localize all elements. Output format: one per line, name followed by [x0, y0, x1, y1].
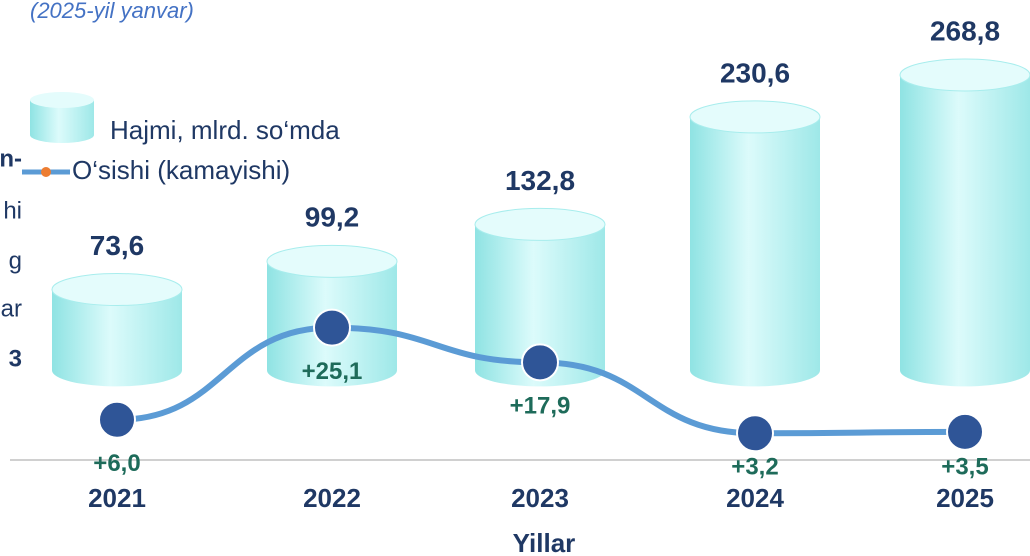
growth-label: +6,0: [93, 450, 140, 477]
growth-label: +17,9: [510, 393, 571, 420]
marker: [521, 343, 559, 382]
x-tick-label: 2021: [88, 483, 146, 513]
value-label: 99,2: [305, 202, 360, 233]
bar-top: [689, 100, 821, 134]
bar-top: [474, 207, 606, 241]
side-text: ar: [1, 295, 22, 322]
x-tick-label: 2024: [726, 483, 784, 513]
value-label: 73,6: [90, 230, 145, 261]
subtitle: (2025-yil yanvar): [30, 0, 194, 23]
value-label: 132,8: [505, 165, 575, 196]
marker: [98, 400, 136, 439]
bar-top: [899, 58, 1030, 92]
legend-swatch-top: [30, 92, 94, 108]
side-text: hi: [3, 197, 22, 224]
growth-label: +3,5: [941, 453, 988, 480]
bar-top: [51, 272, 183, 306]
legend-swatch: [30, 100, 94, 143]
legend-label: O‘sishi (kamayishi): [72, 155, 290, 185]
bar: [900, 74, 1030, 387]
growth-label: +3,2: [731, 453, 778, 480]
x-tick-label: 2022: [303, 483, 361, 513]
side-text: n-: [0, 145, 22, 172]
bar-top: [266, 244, 398, 278]
value-label: 230,6: [720, 57, 790, 88]
marker: [946, 412, 984, 451]
legend-marker: [41, 167, 51, 177]
x-tick-label: 2025: [936, 483, 994, 513]
marker: [736, 414, 774, 453]
x-axis-label: Yillar: [513, 528, 576, 556]
bar: [52, 289, 182, 387]
x-tick-label: 2023: [511, 483, 569, 513]
side-text: g: [9, 247, 22, 274]
legend-label: Hajmi, mlrd. so‘mda: [110, 115, 340, 145]
bar: [690, 116, 820, 387]
value-label: 268,8: [930, 15, 1000, 46]
bar: [475, 224, 605, 387]
growth-label: +25,1: [302, 358, 363, 385]
side-text: 3: [9, 345, 22, 372]
marker: [313, 308, 351, 347]
